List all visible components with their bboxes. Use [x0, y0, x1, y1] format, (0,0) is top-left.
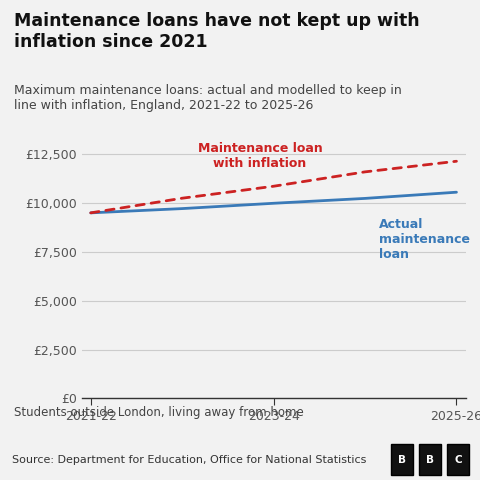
FancyBboxPatch shape — [447, 444, 469, 475]
Text: Students outside London, living away from home: Students outside London, living away fro… — [14, 406, 304, 419]
Text: Maintenance loan
with inflation: Maintenance loan with inflation — [197, 142, 322, 169]
Text: B: B — [398, 455, 406, 465]
Text: Maintenance loans have not kept up with
inflation since 2021: Maintenance loans have not kept up with … — [14, 12, 420, 51]
FancyBboxPatch shape — [419, 444, 441, 475]
Text: B: B — [426, 455, 434, 465]
Text: Actual
maintenance
loan: Actual maintenance loan — [379, 218, 470, 262]
Text: Source: Department for Education, Office for National Statistics: Source: Department for Education, Office… — [12, 455, 366, 465]
FancyBboxPatch shape — [391, 444, 413, 475]
Text: C: C — [454, 455, 462, 465]
Text: Maximum maintenance loans: actual and modelled to keep in
line with inflation, E: Maximum maintenance loans: actual and mo… — [14, 84, 402, 112]
